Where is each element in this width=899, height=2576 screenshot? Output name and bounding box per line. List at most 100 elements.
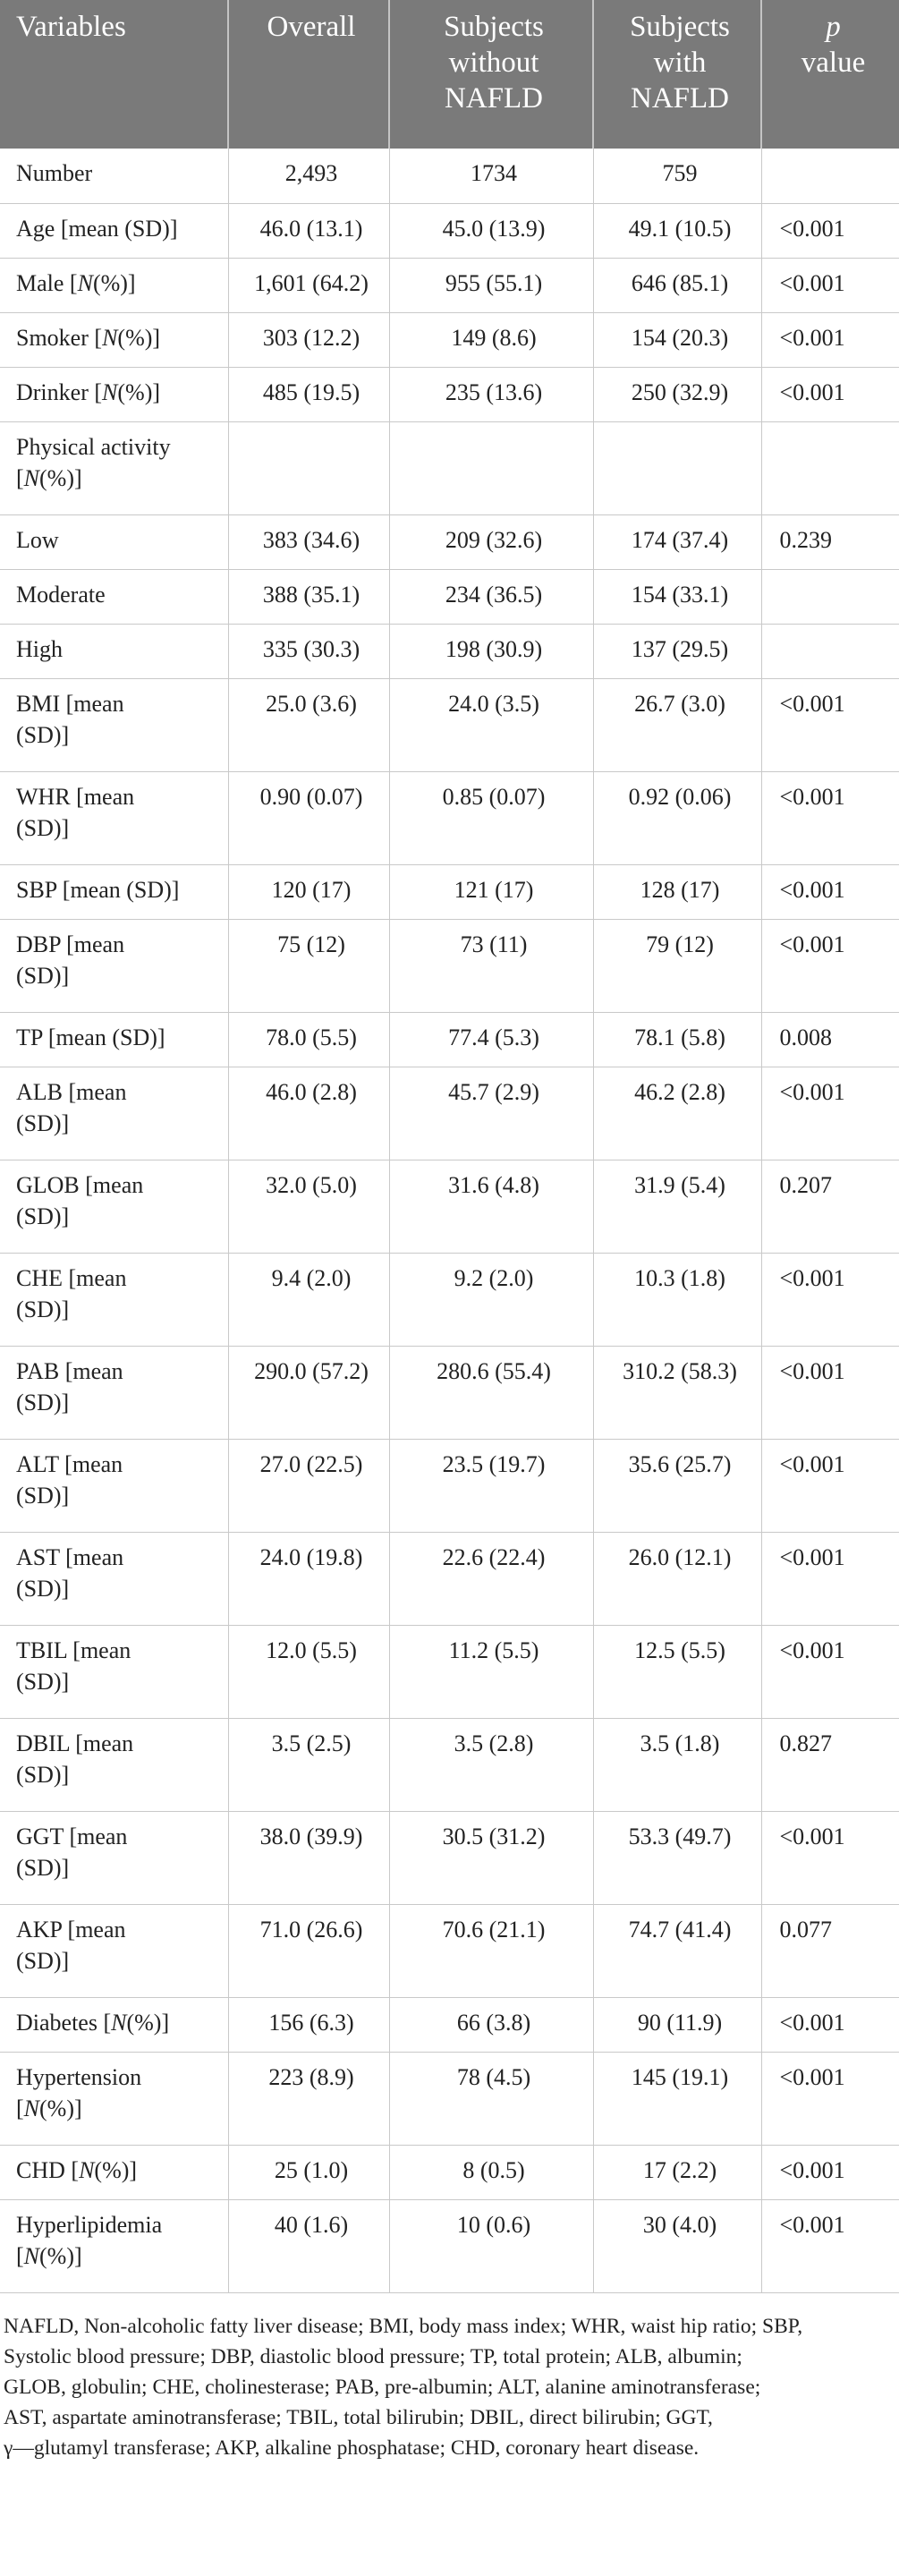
cell-p: <0.001 (761, 1439, 899, 1533)
table-row: Diabetes [N(%)] 156 (6.3) 66 (3.8) 90 (11.9… (0, 1997, 899, 2053)
cell-overall: 223 (8.9) (228, 2052, 390, 2146)
row-label-line: BMI [mean (16, 690, 124, 717)
cell-with: 310.2 (58.3) (593, 1346, 762, 1440)
cell-overall: 27.0 (22.5) (228, 1439, 390, 1533)
header-line: Variables (16, 11, 126, 43)
cell-with: 17 (2.2) (593, 2145, 762, 2200)
row-label-line: AST [mean (16, 1543, 124, 1570)
row-label-line: Smoker [N(%)] (16, 324, 161, 351)
cell-without: 31.6 (4.8) (389, 1160, 594, 1254)
cell-p (761, 421, 899, 515)
header-line: p (826, 11, 841, 43)
table-row: BMI [mean (SD)] 25.0 (3.6) 24.0 (3.5) 26.7 (… (0, 678, 899, 772)
cell-without: 198 (30.9) (389, 624, 594, 679)
table-row: Smoker [N(%)] 303 (12.2) 149 (8.6) 154 (20.… (0, 312, 899, 368)
cell-with: 250 (32.9) (593, 367, 762, 422)
row-label: AKP [mean (SD)] (0, 1904, 229, 1998)
cell-overall: 12.0 (5.5) (228, 1625, 390, 1719)
row-label: CHE [mean (SD)] (0, 1253, 229, 1347)
header-row: Variables Overall Subjects without NAFLD Subj… (0, 0, 899, 149)
cell-p: 0.827 (761, 1718, 899, 1812)
row-label: ALT [mean (SD)] (0, 1439, 229, 1533)
header-without-nafld: Subjects without NAFLD (389, 0, 594, 149)
row-label: Low (0, 514, 229, 570)
cell-without: 45.0 (13.9) (389, 203, 594, 259)
cell-p: 0.008 (761, 1012, 899, 1067)
row-label-line: TP [mean (SD)] (16, 1024, 165, 1050)
table-row: High 335 (30.3) 198 (30.9) 137 (29.5) (0, 624, 899, 679)
cell-p (761, 624, 899, 679)
cell-p: 0.077 (761, 1904, 899, 1998)
row-label: Drinker [N(%)] (0, 367, 229, 422)
header-line: without (448, 47, 539, 79)
cell-with: 3.5 (1.8) (593, 1718, 762, 1812)
cell-with: 759 (593, 149, 762, 204)
cell-without: 1734 (389, 149, 594, 204)
cell-overall: 485 (19.5) (228, 367, 390, 422)
cell-overall: 335 (30.3) (228, 624, 390, 679)
table-footnote: NAFLD, Non-alcoholic fatty liver disease… (0, 2293, 899, 2463)
cell-overall: 9.4 (2.0) (228, 1253, 390, 1347)
row-label: CHD [N(%)] (0, 2145, 229, 2200)
cell-with: 78.1 (5.8) (593, 1012, 762, 1067)
row-label-line: TBIL [mean (16, 1637, 131, 1663)
table-row: WHR [mean (SD)] 0.90 (0.07) 0.85 (0.07) 0.92… (0, 771, 899, 865)
row-label: Hyperlipidemia [N(%)] (0, 2199, 229, 2293)
footnote-line: AST, aspartate aminotransferase; TBIL, t… (4, 2405, 713, 2429)
cell-without: 10 (0.6) (389, 2199, 594, 2293)
header-line: Subjects (444, 11, 544, 43)
cell-without: 234 (36.5) (389, 569, 594, 625)
footnote-line: Systolic blood pressure; DBP, diastolic … (4, 2344, 742, 2368)
cell-without: 280.6 (55.4) (389, 1346, 594, 1440)
row-label-line: (SD)] (16, 1761, 70, 1788)
cell-with: 49.1 (10.5) (593, 203, 762, 259)
row-label: Number (0, 149, 229, 204)
row-label-line: (SD)] (16, 1854, 70, 1881)
row-label-line: [N(%)] (16, 2095, 82, 2121)
cell-without: 209 (32.6) (389, 514, 594, 570)
table-row: Male [N(%)] 1,601 (64.2) 955 (55.1) 646 (85… (0, 258, 899, 313)
cell-overall: 40 (1.6) (228, 2199, 390, 2293)
footnote-line: γ—glutamyl transferase; AKP, alkaline ph… (4, 2436, 700, 2460)
table-row: Drinker [N(%)] 485 (19.5) 235 (13.6) 250 (3… (0, 367, 899, 422)
cell-overall: 46.0 (2.8) (228, 1067, 390, 1160)
table-row: Low 383 (34.6) 209 (32.6) 174 (37.4) 0.239 (0, 514, 899, 570)
row-label-line: WHR [mean (16, 783, 135, 810)
cell-p: <0.001 (761, 367, 899, 422)
cell-p: 0.239 (761, 514, 899, 570)
row-label-line: GGT [mean (16, 1823, 128, 1849)
cell-overall: 75 (12) (228, 919, 390, 1013)
cell-without: 3.5 (2.8) (389, 1718, 594, 1812)
cell-overall: 290.0 (57.2) (228, 1346, 390, 1440)
cell-overall (228, 421, 390, 515)
cell-with: 79 (12) (593, 919, 762, 1013)
row-label-line: Age [mean (SD)] (16, 215, 178, 242)
cell-with: 128 (17) (593, 864, 762, 920)
row-label-line: (SD)] (16, 1482, 70, 1509)
header-line: value (801, 47, 866, 79)
cell-p: <0.001 (761, 919, 899, 1013)
header-p-value: p value (761, 0, 899, 149)
cell-with: 154 (33.1) (593, 569, 762, 625)
cell-with: 145 (19.1) (593, 2052, 762, 2146)
header-line: NAFLD (444, 82, 543, 115)
row-label: SBP [mean (SD)] (0, 864, 229, 920)
cell-with: 53.3 (49.7) (593, 1811, 762, 1905)
cell-without: 70.6 (21.1) (389, 1904, 594, 1998)
row-label-line: (SD)] (16, 814, 70, 841)
cell-overall: 25.0 (3.6) (228, 678, 390, 772)
cell-overall: 25 (1.0) (228, 2145, 390, 2200)
cell-p: <0.001 (761, 258, 899, 313)
cell-with: 26.0 (12.1) (593, 1532, 762, 1626)
cell-with: 12.5 (5.5) (593, 1625, 762, 1719)
cell-without: 23.5 (19.7) (389, 1439, 594, 1533)
table-row: AKP [mean (SD)] 71.0 (26.6) 70.6 (21.1) 74.7… (0, 1904, 899, 1998)
header-with-nafld: Subjects with NAFLD (593, 0, 762, 149)
row-label: GLOB [mean (SD)] (0, 1160, 229, 1254)
row-label-line: CHD [N(%)] (16, 2156, 138, 2183)
cell-overall: 46.0 (13.1) (228, 203, 390, 259)
cell-p (761, 149, 899, 204)
footnote-line: GLOB, globulin; CHE, cholinesterase; PAB… (4, 2375, 761, 2399)
cell-with: 174 (37.4) (593, 514, 762, 570)
row-label: Smoker [N(%)] (0, 312, 229, 368)
